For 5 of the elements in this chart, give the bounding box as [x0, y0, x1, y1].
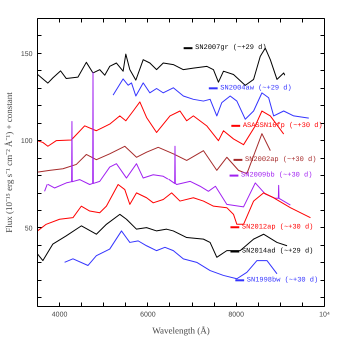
x-axis-title: Wavelength (Å) — [152, 326, 210, 336]
line-series — [38, 184, 311, 232]
line-series — [38, 101, 284, 147]
line-series — [112, 78, 310, 120]
y-axis-title: Flux (10⁻¹⁵ erg s⁻¹ cm⁻² Å⁻¹) + constant — [4, 92, 14, 233]
